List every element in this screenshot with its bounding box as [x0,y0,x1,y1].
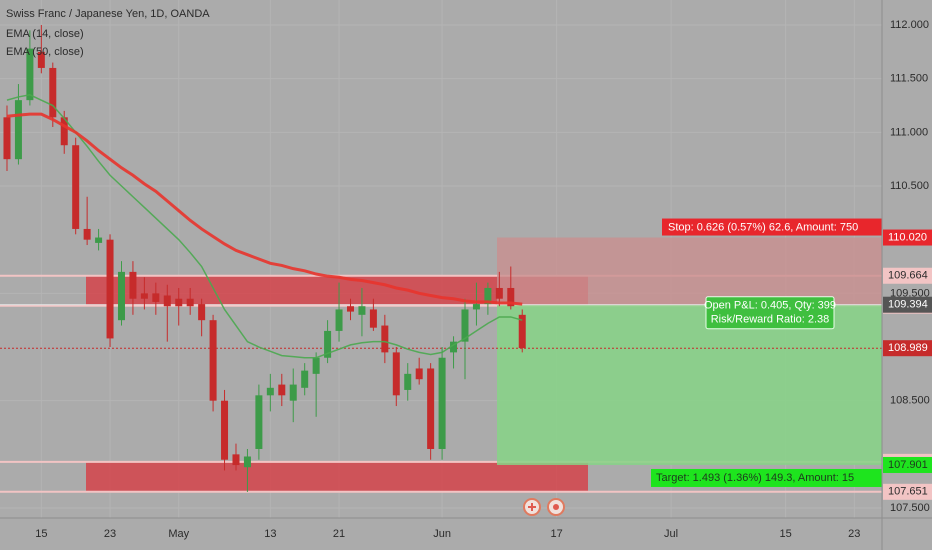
price-tag [883,267,932,284]
price-tag [883,456,932,473]
candle-body [14,100,22,160]
candle-body [415,368,423,380]
ema-line [6,93,523,359]
candle-body [450,341,458,353]
price-tag-label: 108.989 [888,342,928,354]
x-tick-label: 15 [35,528,47,540]
candle-body [221,400,229,460]
candle-body [507,287,515,307]
candle-body [60,117,68,146]
price-tag [883,296,932,313]
candle-body [392,352,400,396]
x-tick-label: May [168,528,189,540]
candle-body [175,298,183,307]
x-tick-label: 15 [779,528,791,540]
candle-body [438,357,446,449]
candle-body [49,67,57,118]
candle-body [266,387,274,396]
candle-body [461,309,469,342]
candle-body [346,306,354,312]
x-tick-label: 23 [848,528,860,540]
candle-body [198,304,206,321]
pnl-label: Open P&L: 0.405, Qty: 399 [704,300,836,312]
candle-body [518,314,526,349]
candle-body [484,287,492,305]
candle-body [232,454,240,466]
legend-title: Swiss Franc / Japanese Yen, 1D, OANDA [6,8,210,20]
candle-body [312,357,320,374]
candle-body [163,295,171,307]
price-tag-label: 107.651 [888,486,928,498]
candle-body [369,309,377,328]
x-tick-label: Jun [433,528,451,540]
candle-body [3,117,11,160]
candle-body [209,320,217,401]
x-tick-label: 23 [104,528,116,540]
price-tag-label: 109.394 [888,299,928,311]
y-tick-label: 111.000 [890,126,928,138]
candle-body [381,325,389,353]
y-tick-label: 110.500 [890,180,929,192]
x-tick-label: 13 [264,528,276,540]
ratio-label: Risk/Reward Ratio: 2.38 [711,314,830,326]
candle-body [83,228,91,240]
candle-body [427,368,435,449]
ema-line [6,112,523,306]
candle-body [95,237,103,243]
price-tag-label: 109.664 [888,270,928,282]
candle-body [495,287,503,299]
candle-body [404,373,412,390]
y-tick-label: 112.000 [890,19,929,31]
candle-body [140,293,148,299]
candle-body [335,309,343,331]
y-tick-label: 108.500 [890,395,930,407]
candle-body [37,51,45,68]
candle-body [289,384,297,401]
legend-entry: EMA (50, close) [6,46,84,58]
y-tick-label: 111.500 [890,73,928,85]
candle-body [26,48,34,101]
alert-icon-glyph [553,504,559,510]
price-tag [883,483,932,500]
plot-area: Stop: 0.626 (0.57%) 62.6, Amount: 750 Tar… [0,25,882,493]
candle-body [472,304,480,310]
price-tag [883,340,932,357]
candle-body [129,271,137,299]
axes: 107.500 108.500 109.500 110.500 111.000 111.5… [35,19,932,540]
candle-body [278,384,286,396]
candle-body [324,330,332,358]
price-tag [883,229,932,246]
legend-entry: EMA (14, close) [6,28,84,40]
reward-box [497,304,882,465]
candle-body [301,370,309,388]
candle-body [106,239,114,339]
zone [86,461,588,492]
x-tick-label: 17 [550,528,562,540]
candle-body [117,271,125,321]
candle-body [358,306,366,315]
candle-body [186,298,194,307]
risk-box [497,237,882,305]
candle-body [152,293,160,302]
target-label: Target: 1.493 (1.36%) 149.3, Amount: 15 [656,472,854,484]
candle-body [72,145,80,229]
stop-label-box [662,218,882,236]
pnl-box [705,296,835,330]
target-label-box [651,468,882,487]
x-tick-label: 21 [333,528,345,540]
candle-body [255,395,263,449]
add-icon-glyph [528,503,536,511]
candle-body [243,456,251,468]
price-tag-label: 107.901 [888,459,928,471]
y-tick-label: 109.500 [890,287,930,299]
y-tick-label: 107.500 [890,502,930,514]
price-tag-label: 110.020 [888,231,927,243]
stop-label: Stop: 0.626 (0.57%) 62.6, Amount: 750 [668,221,858,233]
x-tick-label: Jul [664,528,678,540]
